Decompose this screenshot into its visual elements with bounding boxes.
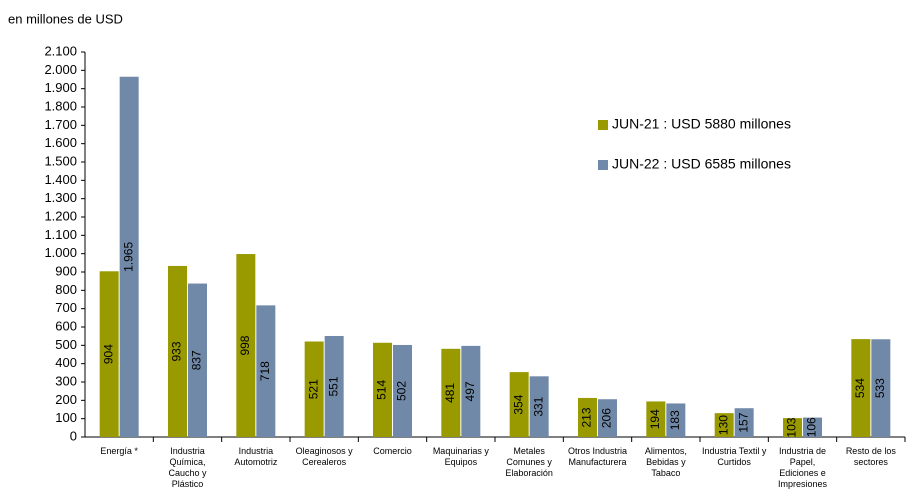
x-tick-label: Industria Automotriz xyxy=(234,446,278,467)
legend-swatch xyxy=(598,160,608,170)
value-label: 497 xyxy=(463,381,477,401)
bar xyxy=(646,401,666,437)
value-label: 933 xyxy=(170,341,184,361)
bar xyxy=(393,344,412,437)
bar xyxy=(441,348,461,437)
y-tick-label: 0 xyxy=(70,428,77,443)
y-tick-label: 800 xyxy=(55,282,77,297)
legend-swatch xyxy=(598,120,608,130)
x-tick-label: Otros Industria Manufacturera xyxy=(567,446,628,467)
bar xyxy=(256,305,276,437)
x-tick-label: Industria Química, Caucho y Plástico xyxy=(168,446,207,489)
y-tick-label: 900 xyxy=(55,263,77,278)
value-label: 194 xyxy=(648,409,662,429)
bar xyxy=(734,408,754,437)
x-tick-label: Resto de los sectores xyxy=(845,446,896,467)
y-tick-label: 1.500 xyxy=(44,153,77,168)
bar xyxy=(188,283,207,437)
value-label: 998 xyxy=(238,335,252,355)
y-tick-label: 300 xyxy=(55,373,77,388)
bar xyxy=(666,403,686,437)
value-label: 106 xyxy=(805,417,819,437)
value-label: 354 xyxy=(511,394,525,414)
bar xyxy=(598,399,617,437)
value-label: 551 xyxy=(326,376,340,396)
value-label: 213 xyxy=(580,407,594,427)
y-tick-label: 600 xyxy=(55,318,77,333)
x-tick-label: Metales Comunes y Elaboración xyxy=(505,446,553,478)
y-tick-label: 100 xyxy=(55,410,77,425)
x-tick-label: Alimentos, Bebidas y Tabaco xyxy=(644,446,687,478)
bar xyxy=(871,339,891,437)
y-tick-label: 1.900 xyxy=(44,80,77,95)
value-label: 206 xyxy=(600,408,614,428)
value-label: 183 xyxy=(668,410,682,430)
value-label: 130 xyxy=(716,415,730,435)
y-tick-label: 200 xyxy=(55,392,77,407)
bar xyxy=(803,417,822,437)
y-tick-label: 400 xyxy=(55,355,77,370)
value-label: 1.965 xyxy=(121,242,135,272)
x-tick-label: Maquinarias y Equipos xyxy=(432,446,489,467)
value-label: 837 xyxy=(190,350,204,370)
bar xyxy=(461,345,481,437)
bar xyxy=(373,342,392,437)
bar xyxy=(509,372,529,437)
value-label: 331 xyxy=(531,396,545,416)
value-label: 481 xyxy=(443,383,457,403)
bar xyxy=(851,339,871,437)
value-label: 533 xyxy=(873,378,887,398)
x-tick-label: Industria de Papel, Ediciones e Impresio… xyxy=(777,446,828,489)
y-tick-label: 1.000 xyxy=(44,245,77,260)
y-axis-label: en millones de USD xyxy=(8,11,123,26)
value-label: 904 xyxy=(101,344,115,364)
bar xyxy=(304,341,324,437)
bar xyxy=(578,397,597,437)
y-tick-label: 2.100 xyxy=(44,43,77,58)
y-tick-label: 1.300 xyxy=(44,190,77,205)
legend-label: JUN-21 : USD 5880 millones xyxy=(612,116,791,132)
bar xyxy=(783,418,802,437)
y-tick-label: 500 xyxy=(55,337,77,352)
y-tick-label: 700 xyxy=(55,300,77,315)
value-label: 534 xyxy=(853,378,867,398)
y-tick-label: 1.600 xyxy=(44,135,77,150)
value-label: 514 xyxy=(375,380,389,400)
x-tick-label: Comercio xyxy=(373,446,412,456)
y-tick-label: 1.800 xyxy=(44,98,77,113)
bar xyxy=(119,76,139,437)
bar xyxy=(324,335,344,437)
bar xyxy=(236,254,256,437)
bar xyxy=(714,413,734,437)
value-label: 718 xyxy=(258,361,272,381)
value-label: 103 xyxy=(785,417,799,437)
y-tick-label: 1.400 xyxy=(44,172,77,187)
bar xyxy=(168,265,187,437)
x-tick-label: Oleaginosos y Cerealeros xyxy=(295,446,353,467)
bar xyxy=(529,376,549,437)
bar xyxy=(99,271,119,437)
y-tick-label: 1.100 xyxy=(44,227,77,242)
value-label: 157 xyxy=(736,412,750,432)
legend-label: JUN-22 : USD 6585 millones xyxy=(612,156,791,172)
value-label: 502 xyxy=(395,381,409,401)
x-tick-label: Industria Textil y Curtidos xyxy=(701,446,767,467)
y-tick-label: 1.700 xyxy=(44,117,77,132)
y-tick-label: 2.000 xyxy=(44,62,77,77)
y-tick-label: 1.200 xyxy=(44,208,77,223)
x-tick-label: Energía * xyxy=(100,446,138,456)
value-label: 521 xyxy=(306,379,320,399)
